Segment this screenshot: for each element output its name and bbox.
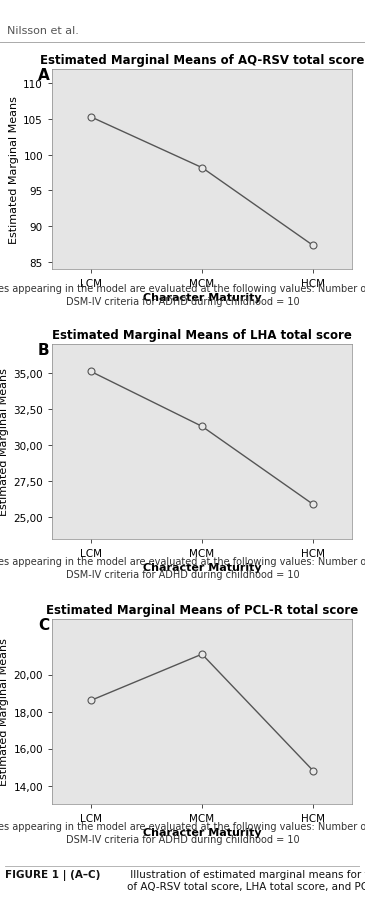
Text: Covariates appearing in the model are evaluated at the following values: Number : Covariates appearing in the model are ev… bbox=[0, 283, 365, 307]
Text: FIGURE 1 | (A–C): FIGURE 1 | (A–C) bbox=[5, 869, 100, 880]
Title: Estimated Marginal Means of LHA total score: Estimated Marginal Means of LHA total sc… bbox=[52, 329, 352, 342]
Title: Estimated Marginal Means of PCL-R total score: Estimated Marginal Means of PCL-R total … bbox=[46, 603, 358, 617]
Text: Nilsson et al.: Nilsson et al. bbox=[7, 26, 79, 36]
Y-axis label: Estimated Marginal Means: Estimated Marginal Means bbox=[0, 638, 9, 786]
Text: Covariates appearing in the model are evaluated at the following values: Number : Covariates appearing in the model are ev… bbox=[0, 557, 365, 579]
X-axis label: Character Maturity: Character Maturity bbox=[143, 827, 261, 837]
Text: Illustration of estimated marginal means for the variables
of AQ-RSV total score: Illustration of estimated marginal means… bbox=[127, 869, 365, 891]
Text: Covariates appearing in the model are evaluated at the following values: Number : Covariates appearing in the model are ev… bbox=[0, 821, 365, 844]
X-axis label: Character Maturity: Character Maturity bbox=[143, 563, 261, 573]
Title: Estimated Marginal Means of AQ-RSV total score: Estimated Marginal Means of AQ-RSV total… bbox=[40, 54, 364, 68]
X-axis label: Character Maturity: Character Maturity bbox=[143, 293, 261, 303]
Y-axis label: Estimated Marginal Means: Estimated Marginal Means bbox=[9, 96, 19, 244]
Text: B: B bbox=[38, 343, 49, 358]
Text: C: C bbox=[38, 618, 49, 633]
Text: A: A bbox=[38, 69, 49, 83]
Y-axis label: Estimated Marginal Means: Estimated Marginal Means bbox=[0, 368, 9, 516]
